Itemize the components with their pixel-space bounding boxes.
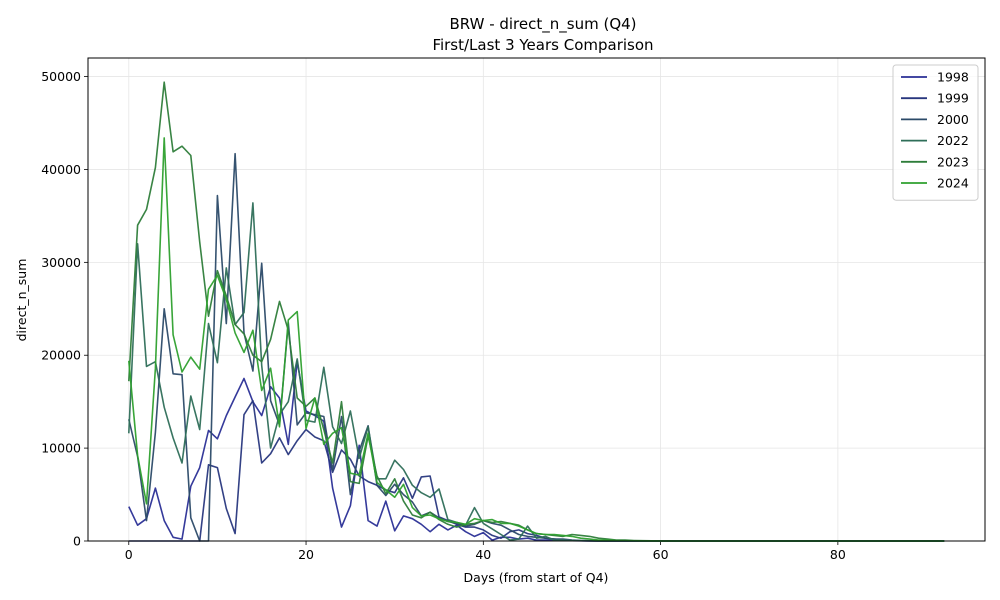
plot-frame bbox=[87, 57, 986, 542]
y-tick-label: 20000 bbox=[41, 348, 81, 363]
y-tick-label: 10000 bbox=[41, 441, 81, 456]
legend-label: 1998 bbox=[937, 70, 969, 85]
x-tick-label: 80 bbox=[830, 547, 846, 562]
legend-label: 2023 bbox=[937, 154, 969, 169]
legend-label: 1999 bbox=[937, 91, 969, 106]
x-tick-label: 0 bbox=[125, 547, 133, 562]
y-tick-label: 40000 bbox=[41, 162, 81, 177]
x-tick-label: 60 bbox=[653, 547, 669, 562]
y-tick-label: 0 bbox=[73, 534, 81, 549]
legend-label: 2000 bbox=[937, 112, 969, 127]
x-tick-label: 20 bbox=[298, 547, 314, 562]
chart-subtitle: First/Last 3 Years Comparison bbox=[432, 36, 653, 54]
chart-title: BRW - direct_n_sum (Q4) bbox=[449, 15, 636, 34]
y-axis-label: direct_n_sum bbox=[14, 259, 29, 342]
axis-ticks: 0 20 40 60 80 0 10000 20000 30000 40000 50000 bbox=[41, 69, 846, 562]
y-tick-label: 30000 bbox=[41, 255, 81, 270]
y-tick-label: 50000 bbox=[41, 69, 81, 84]
legend: 1998 1999 2000 2022 2023 2024 bbox=[892, 64, 979, 201]
legend-label: 2022 bbox=[937, 133, 969, 148]
x-axis-label: Days (from start of Q4) bbox=[464, 570, 609, 585]
x-tick-label: 40 bbox=[475, 547, 491, 562]
legend-label: 2024 bbox=[937, 176, 969, 191]
